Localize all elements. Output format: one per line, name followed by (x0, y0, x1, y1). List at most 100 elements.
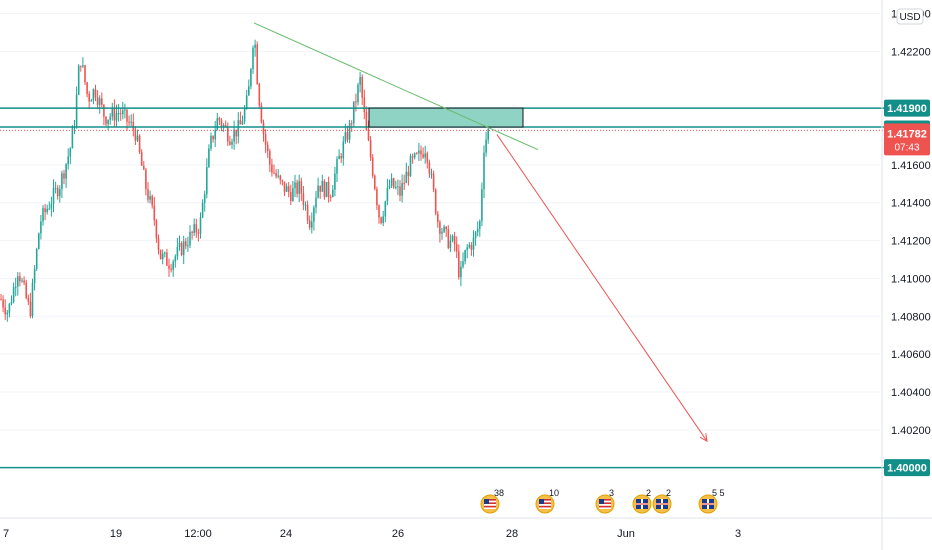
candle-down (411, 156, 414, 158)
candle-up (325, 182, 328, 198)
candle-up (315, 197, 317, 208)
candle-down (103, 104, 105, 117)
candle-up (17, 276, 19, 287)
candle-down (445, 226, 447, 230)
flag-stripe (484, 502, 496, 504)
event-count: 10 (549, 488, 559, 498)
candle-up (237, 120, 240, 137)
candle-up (210, 135, 212, 149)
candle-down (224, 125, 227, 127)
candle-down (170, 268, 172, 270)
time-tick-label: 28 (506, 528, 518, 540)
event-gb-icon[interactable]: 2 (632, 488, 652, 514)
candle-up (353, 101, 355, 124)
candle-down (229, 141, 231, 145)
candle-up (254, 44, 256, 48)
candle-up (405, 171, 408, 184)
candle-down (434, 189, 437, 214)
tag-current-price-text: 1.41782 (887, 128, 927, 140)
candle-up (199, 217, 202, 234)
economic-events[interactable]: 38 10 3 2 2 5 5 (480, 488, 725, 514)
candle-up (111, 107, 114, 117)
candle-down (264, 134, 267, 145)
candle-down (113, 107, 116, 121)
candle-down (84, 65, 86, 83)
event-us-icon[interactable]: 10 (535, 488, 559, 514)
tag-1-40000-bg (884, 459, 930, 477)
candle-up (476, 228, 479, 233)
candle-down (426, 153, 429, 163)
candle-up (472, 237, 475, 250)
currency-box (896, 8, 924, 25)
projection-arrow-head (699, 433, 708, 443)
event-us-icon[interactable]: 3 (595, 488, 615, 514)
candle-up (216, 118, 219, 131)
candle-down (407, 171, 410, 177)
time-tick-label: Jun (617, 528, 635, 540)
candle-down (287, 186, 290, 193)
price-axis[interactable]: 1.424001.422001.416001.414001.412001.410… (881, 0, 931, 550)
price-tick-label: 1.41600 (891, 160, 931, 172)
candle-down (256, 44, 258, 85)
event-gb-icon[interactable]: 2 (652, 488, 672, 514)
candle-up (136, 135, 139, 141)
candle-up (233, 129, 235, 142)
candle-up (82, 65, 84, 67)
candle-up (386, 187, 389, 202)
candle-up (35, 249, 38, 269)
candle-down (365, 112, 368, 130)
candle-down (227, 126, 229, 142)
candle-down (422, 154, 424, 158)
candle-up (189, 231, 191, 246)
candle-down (262, 122, 265, 135)
candle-down (273, 172, 275, 174)
candle-down (420, 150, 422, 155)
candle-up (382, 216, 384, 223)
candle-up (466, 247, 468, 250)
candle-up (294, 182, 296, 189)
candle-up (203, 194, 206, 203)
candle-down (376, 189, 378, 206)
candle-down (105, 116, 107, 125)
candle-down (63, 173, 65, 179)
candle-up (479, 221, 481, 229)
time-tick-label: 7 (3, 528, 9, 540)
candle-down (296, 182, 298, 194)
time-axis[interactable]: 7 19 12:00 24 26 28 Jun 3 (0, 517, 932, 540)
candle-up (338, 155, 340, 160)
candle-up (481, 189, 483, 222)
tag-1-41900-bg (884, 99, 930, 117)
candle-up (174, 256, 177, 262)
price-tick-label: 1.41200 (891, 236, 931, 248)
candle-down (378, 205, 380, 218)
candle-up (483, 152, 485, 190)
candle-up (390, 178, 393, 186)
candle-down (266, 144, 269, 152)
candle-down (371, 157, 374, 176)
event-count: 5 5 (712, 488, 725, 498)
candle-down (218, 118, 221, 121)
flag-canton (539, 499, 544, 504)
supply-zone-box (368, 107, 524, 128)
candle-down (290, 192, 292, 202)
candle-down (437, 213, 439, 223)
candle-down (19, 276, 21, 282)
candle-up (241, 121, 244, 125)
event-us-icon[interactable]: 38 (480, 488, 504, 514)
candle-up (245, 95, 248, 109)
candle-down (302, 193, 305, 205)
candle-down (367, 129, 370, 141)
event-gb-icon[interactable]: 5 5 (698, 488, 725, 514)
candle-up (6, 312, 9, 315)
candle-up (178, 243, 181, 247)
candle-up (250, 69, 252, 87)
candle-down (220, 120, 223, 127)
candle-down (369, 140, 372, 158)
candle-down (44, 208, 46, 213)
candle-up (397, 186, 399, 188)
candle-up (130, 121, 132, 123)
candle-up (122, 110, 124, 115)
candle-down (432, 173, 435, 190)
